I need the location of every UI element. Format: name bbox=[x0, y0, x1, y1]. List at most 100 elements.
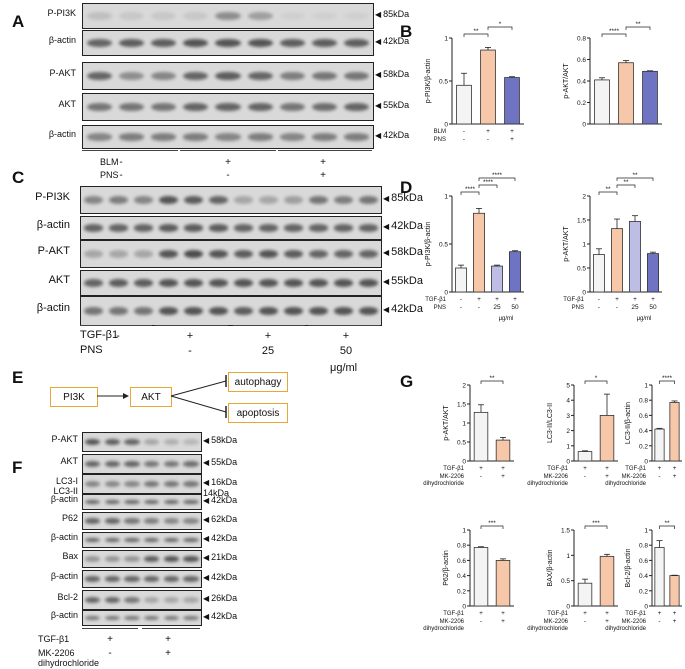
significance-stars: **** bbox=[492, 172, 503, 179]
condition-sign: 25 bbox=[493, 304, 501, 311]
condition-sign: + bbox=[615, 296, 619, 303]
protein-band bbox=[133, 224, 154, 232]
group-divider-line bbox=[278, 150, 372, 151]
protein-band bbox=[83, 306, 104, 316]
protein-band bbox=[208, 279, 229, 287]
protein-band bbox=[344, 133, 370, 141]
molecular-weight-label: 26kDa bbox=[203, 593, 237, 604]
protein-band bbox=[133, 306, 154, 316]
protein-band bbox=[312, 133, 338, 141]
y-tick-label: 3 bbox=[566, 413, 570, 420]
condition-sign: + bbox=[479, 610, 483, 617]
protein-band bbox=[333, 279, 354, 287]
condition-sign: 50 bbox=[339, 345, 353, 357]
blot-strip bbox=[82, 570, 202, 588]
y-tick-label: 5 bbox=[566, 383, 570, 390]
protein-band bbox=[150, 133, 177, 141]
blot-strip bbox=[82, 3, 374, 29]
protein-band bbox=[279, 12, 305, 20]
bar bbox=[599, 555, 615, 607]
protein-band bbox=[163, 597, 180, 603]
blot-row-label: P-AKT bbox=[51, 434, 78, 444]
condition-sign: 25 bbox=[261, 345, 275, 357]
protein-band bbox=[104, 518, 121, 524]
protein-band bbox=[312, 71, 338, 81]
panel-label-e: E bbox=[12, 368, 24, 387]
protein-band bbox=[258, 249, 279, 259]
condition-sign: - bbox=[584, 473, 586, 480]
condition-sign: + bbox=[513, 296, 517, 303]
condition-sign: - bbox=[463, 136, 465, 143]
significance-stars: *** bbox=[592, 520, 600, 527]
condition-sign: + bbox=[605, 465, 609, 472]
protein-band bbox=[283, 279, 304, 287]
condition-sign: 25 bbox=[631, 304, 639, 311]
y-tick-label: 0.5 bbox=[457, 440, 466, 447]
blot-strip bbox=[82, 550, 202, 568]
significance-bracket bbox=[598, 191, 618, 195]
molecular-weight-label: 58kDa bbox=[375, 69, 409, 80]
protein-band bbox=[183, 597, 199, 603]
protein-band bbox=[124, 439, 140, 445]
condition-label: TGF-β1 bbox=[547, 611, 568, 617]
molecular-weight-label: 55kDa bbox=[375, 100, 409, 111]
bar bbox=[669, 402, 680, 462]
pathway-arrows bbox=[97, 375, 227, 418]
blot-strip bbox=[82, 125, 374, 149]
significance-stars: ** bbox=[664, 520, 670, 527]
protein-band bbox=[86, 133, 112, 141]
protein-band bbox=[144, 518, 160, 524]
y-tick-label: 2 bbox=[462, 383, 466, 390]
condition-label: MK-2206 dihydrochloride bbox=[423, 474, 464, 487]
bar bbox=[618, 62, 634, 125]
protein-band bbox=[163, 518, 180, 524]
condition-label: TGF-β1 bbox=[425, 297, 446, 303]
group-divider-line bbox=[142, 628, 200, 629]
condition-sign: - bbox=[616, 304, 618, 311]
blot-strip bbox=[80, 240, 382, 268]
condition-sign: + bbox=[342, 330, 350, 342]
molecular-weight-label: 58kDa bbox=[383, 247, 423, 258]
bar bbox=[642, 70, 658, 125]
y-tick-label: 0.5 bbox=[577, 266, 586, 273]
condition-sign: + bbox=[501, 465, 505, 472]
protein-band bbox=[283, 195, 304, 205]
y-tick-label: 0 bbox=[644, 604, 648, 611]
protein-band bbox=[83, 279, 104, 287]
protein-band bbox=[183, 615, 199, 621]
condition-sign: - bbox=[460, 304, 462, 311]
protein-band bbox=[104, 576, 121, 582]
significance-bracket bbox=[480, 380, 504, 384]
bar bbox=[455, 267, 467, 293]
condition-sign: + bbox=[165, 634, 171, 645]
apoptosis-node: apoptosis bbox=[228, 403, 288, 423]
protein-band bbox=[133, 195, 154, 205]
significance-bracket bbox=[659, 380, 675, 384]
significance-stars: **** bbox=[483, 179, 494, 186]
blot-strip bbox=[82, 432, 202, 452]
blot-row-label: AKT bbox=[58, 99, 76, 109]
condition-sign: + bbox=[673, 473, 677, 480]
protein-band bbox=[144, 576, 160, 582]
bar bbox=[491, 265, 503, 293]
protein-band bbox=[118, 39, 144, 47]
protein-band bbox=[215, 39, 241, 47]
blot-row-label: P-PI3K bbox=[35, 191, 70, 203]
protein-band bbox=[183, 279, 204, 287]
protein-band bbox=[208, 249, 229, 259]
molecular-weight-label: 42kDa bbox=[203, 533, 237, 544]
protein-band bbox=[183, 102, 209, 112]
condition-label: PNS bbox=[434, 305, 446, 311]
protein-band bbox=[104, 499, 121, 505]
protein-band bbox=[163, 615, 180, 621]
condition-sign: + bbox=[477, 296, 481, 303]
bar bbox=[473, 411, 489, 462]
protein-band bbox=[283, 224, 304, 232]
bar bbox=[669, 575, 680, 607]
protein-band bbox=[104, 597, 121, 603]
protein-band bbox=[215, 71, 241, 81]
significance-bracket bbox=[460, 191, 480, 195]
condition-label: PNS bbox=[80, 344, 103, 356]
protein-band bbox=[183, 461, 199, 467]
blot-row-label: β-actin bbox=[36, 302, 70, 314]
